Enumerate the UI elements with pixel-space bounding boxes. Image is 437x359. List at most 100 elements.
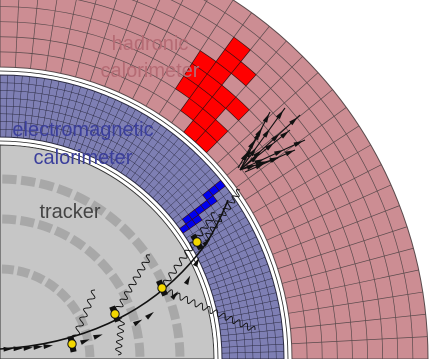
shower-arrow — [265, 142, 274, 151]
tracker-layer-segment — [16, 266, 31, 279]
em-spoke — [90, 99, 116, 157]
shower-arrow — [255, 127, 263, 137]
em-spoke — [11, 75, 16, 138]
em-spoke — [217, 299, 278, 314]
em-body — [0, 74, 285, 359]
tracker-layer-segment — [108, 272, 124, 290]
em-spoke — [197, 229, 254, 259]
hadronic-calorimeter-label-line1: hadronic — [112, 33, 189, 55]
tracker-layer-segment — [89, 200, 107, 216]
em-hit-cell — [214, 179, 226, 192]
tracker-hit-dot — [157, 283, 167, 293]
hadronic-spoke — [291, 336, 428, 345]
hadronic-spoke — [75, 0, 97, 78]
hadronic-spoke — [288, 291, 423, 314]
tracker-layer-segment — [131, 237, 148, 255]
em-spoke — [45, 81, 60, 142]
shower-track — [239, 139, 306, 171]
tracker-layer-segment — [104, 211, 122, 228]
em-spoke — [212, 278, 273, 297]
em-spoke — [221, 351, 284, 354]
shower-arrow — [257, 161, 268, 167]
em-spoke — [220, 329, 283, 337]
em-spoke — [28, 77, 38, 139]
tracker-hit-dot — [67, 339, 77, 349]
hadronic-spoke — [260, 164, 382, 227]
track-arrow — [93, 334, 103, 340]
track-arrow — [145, 311, 154, 320]
em-spoke — [40, 79, 53, 141]
photon-track — [164, 289, 256, 331]
shower-arrow — [269, 157, 279, 163]
shower-track — [239, 107, 286, 171]
em-spoke — [62, 86, 81, 147]
em-spoke — [34, 78, 45, 140]
em-spoke — [84, 96, 109, 154]
tracker-layer-segment — [119, 223, 136, 240]
hadronic-spoke — [244, 125, 360, 201]
em-spoke — [156, 158, 201, 203]
hadronic-calorimeter-label-line2: calorimeter — [101, 60, 200, 82]
shower-arrow — [289, 117, 298, 126]
calorimeter-hits — [175, 36, 257, 234]
em-spoke — [115, 116, 149, 170]
shower-arrow — [246, 164, 257, 171]
em-spoke — [194, 223, 250, 254]
hadronic-spoke — [277, 226, 408, 270]
tracker-hit-dot — [192, 237, 202, 247]
em-spoke — [22, 76, 30, 139]
detector-gap-edge — [0, 70, 289, 359]
hadronic-spoke — [145, 0, 208, 107]
tracker-layer-segment — [174, 342, 185, 357]
shower-arrow — [274, 149, 284, 157]
em-spoke — [57, 84, 74, 145]
tracker-layer-segment — [69, 235, 87, 251]
em-spoke — [221, 336, 284, 342]
shower-arrow — [253, 150, 262, 159]
tracker-layer-segment — [20, 175, 37, 187]
track-arrow — [202, 238, 211, 247]
tracker-layer-segment — [2, 174, 17, 185]
hadronic-spoke — [272, 205, 400, 255]
tracker-hit-dot — [110, 309, 120, 319]
tracker-layer-segment — [30, 270, 46, 285]
em-spoke — [209, 263, 268, 286]
em-spoke — [148, 147, 191, 195]
tracker-layer-segment — [73, 191, 91, 206]
shower-arrow — [248, 147, 257, 157]
track-arrow — [80, 339, 90, 345]
em-spoke — [110, 112, 143, 167]
hadronic-spoke — [30, 0, 39, 69]
em-spoke — [164, 168, 212, 211]
track-arrow — [183, 275, 191, 285]
hadronic-spoke — [89, 0, 118, 82]
track-arrow — [13, 346, 23, 352]
particle-tracks — [0, 107, 306, 352]
track-arrow — [192, 257, 200, 267]
hadronic-spoke — [14, 0, 20, 68]
em-spoke — [211, 271, 271, 291]
tracker-layer-segment — [56, 287, 72, 303]
photon-track — [161, 212, 216, 289]
track-arrow — [23, 346, 33, 351]
shower-arrow — [280, 130, 289, 139]
shower-arrow — [262, 128, 270, 138]
tracker-layer-segment — [2, 214, 17, 225]
em-spoke — [79, 93, 103, 152]
track-arrow — [133, 319, 143, 327]
charged-track — [0, 199, 229, 350]
hadronic-hit-cell — [191, 50, 217, 75]
hadronic-spoke — [266, 184, 392, 241]
em-spoke — [73, 91, 96, 150]
tracker-layer-segment — [118, 288, 133, 306]
hadronic-spoke — [132, 0, 184, 99]
tracker-layer-segment — [80, 328, 93, 343]
track-arrow — [43, 344, 53, 349]
shower-arrow — [262, 113, 270, 123]
photon-track — [115, 317, 125, 356]
shower-arrow — [285, 150, 295, 157]
tracker-fill — [0, 144, 215, 359]
em-spoke — [68, 88, 88, 148]
tracker-layer-segment — [1, 264, 15, 275]
